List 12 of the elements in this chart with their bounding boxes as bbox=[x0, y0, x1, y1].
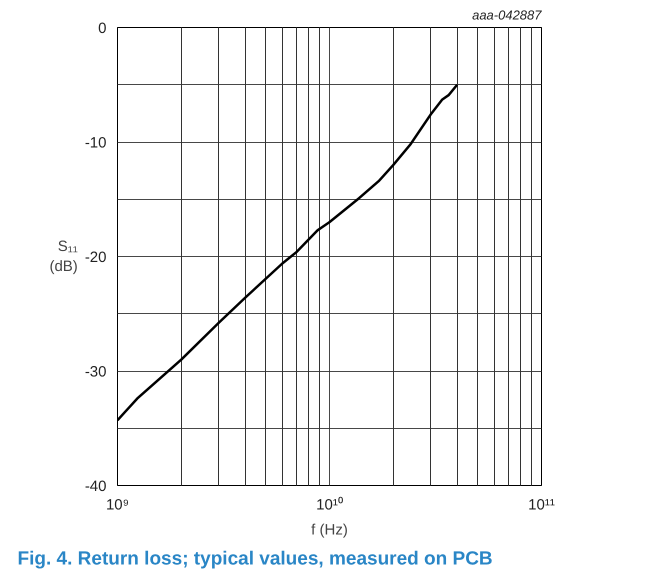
y-tick-label: -10 bbox=[84, 134, 107, 152]
y-tick-label: -20 bbox=[84, 249, 107, 266]
y-axis-title: S₁₁ (dB) bbox=[49, 238, 78, 276]
text: Fig. 4. Return loss; typical values, measured on PCB bbox=[18, 548, 493, 570]
x-tick-label: 10¹¹ bbox=[528, 496, 555, 514]
x-tick-label: 10⁹ bbox=[106, 496, 130, 514]
x-tick-label: 10¹⁰ bbox=[316, 496, 343, 514]
text: aaa-042887 bbox=[472, 8, 542, 22]
y-tick-label: 0 bbox=[98, 20, 106, 37]
y-tick-label: -30 bbox=[84, 364, 107, 380]
x-axis-title: f (Hz) bbox=[311, 522, 348, 538]
y-tick-label: -40 bbox=[84, 478, 107, 495]
